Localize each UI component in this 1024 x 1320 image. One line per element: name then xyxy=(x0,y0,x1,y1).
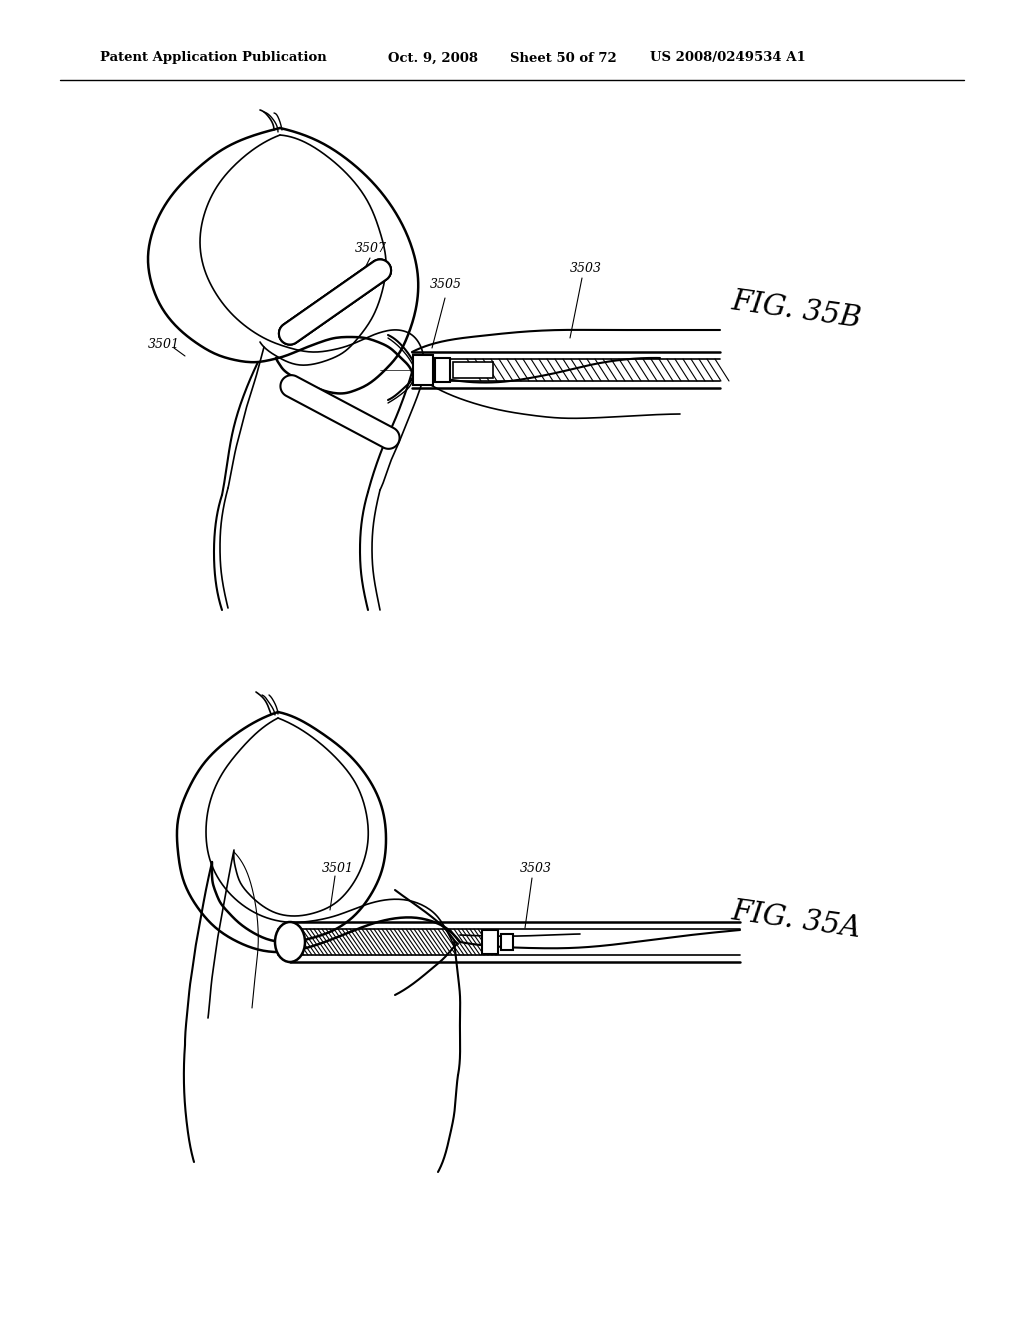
Ellipse shape xyxy=(275,921,305,962)
Text: 3503: 3503 xyxy=(520,862,552,874)
Bar xyxy=(453,362,493,378)
Bar xyxy=(501,935,513,950)
Text: FIG. 35B: FIG. 35B xyxy=(730,286,863,333)
Bar xyxy=(413,355,433,385)
Text: Patent Application Publication: Patent Application Publication xyxy=(100,51,327,65)
Text: 3501: 3501 xyxy=(148,338,180,351)
Text: FIG. 35A: FIG. 35A xyxy=(730,898,863,942)
Text: Oct. 9, 2008: Oct. 9, 2008 xyxy=(388,51,478,65)
Bar xyxy=(482,931,498,954)
Text: US 2008/0249534 A1: US 2008/0249534 A1 xyxy=(650,51,806,65)
Bar xyxy=(435,358,450,381)
Polygon shape xyxy=(281,375,399,449)
Text: 3503: 3503 xyxy=(570,261,602,275)
Polygon shape xyxy=(279,260,391,345)
Text: 3501: 3501 xyxy=(322,862,354,874)
Polygon shape xyxy=(279,260,391,345)
Text: 3505: 3505 xyxy=(430,279,462,292)
Text: Sheet 50 of 72: Sheet 50 of 72 xyxy=(510,51,616,65)
Text: 3507: 3507 xyxy=(355,242,387,255)
